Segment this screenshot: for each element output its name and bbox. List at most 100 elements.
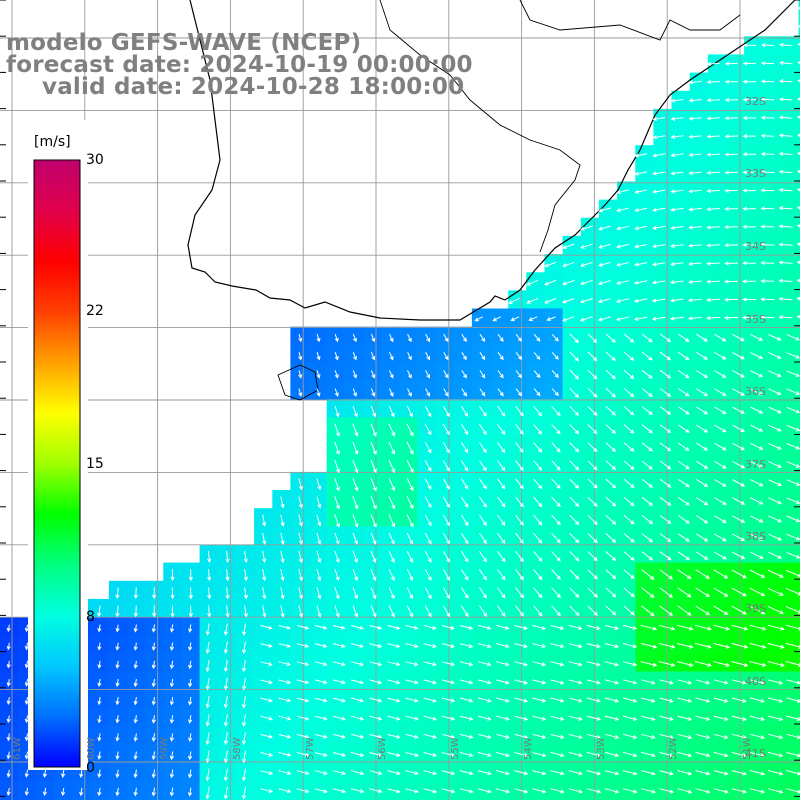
- colorbar-tick-8: 8: [86, 609, 95, 625]
- wind-arrow: [551, 352, 559, 360]
- wind-arrow: [496, 550, 506, 563]
- wind-arrow: [477, 715, 492, 721]
- lon-label-51w: 51W: [742, 737, 753, 760]
- wind-cell: [798, 490, 800, 509]
- wind-arrow: [459, 770, 474, 776]
- wind-arrow: [706, 79, 720, 85]
- wind-arrow: [786, 679, 800, 685]
- wind-arrow: [641, 442, 653, 452]
- wind-arrow: [670, 225, 684, 230]
- wind-arrow: [423, 643, 437, 649]
- wind-arrow: [496, 697, 510, 703]
- wind-arrow: [514, 788, 529, 794]
- wind-arrow: [188, 624, 193, 633]
- wind-arrow: [760, 260, 775, 266]
- wind-arrow: [388, 496, 396, 510]
- wind-arrow: [334, 532, 340, 545]
- wind-cell: [798, 36, 800, 56]
- wind-cell: [272, 798, 292, 800]
- wind-arrow: [533, 514, 543, 526]
- wind-arrow: [706, 279, 720, 284]
- wind-arrow: [768, 533, 783, 541]
- wind-arrow: [533, 405, 543, 417]
- wind-arrow: [314, 733, 328, 739]
- wind-arrow: [732, 370, 745, 378]
- wind-arrow: [351, 733, 365, 739]
- wind-arrow: [515, 423, 524, 435]
- wind-arrow: [713, 715, 729, 721]
- valid-date: valid date: 2024-10-28 18:00:00: [42, 74, 465, 100]
- wind-cell: [744, 798, 763, 800]
- wind-arrow: [652, 171, 666, 176]
- wind-arrow: [742, 152, 757, 157]
- wind-arrow: [580, 261, 593, 268]
- wind-arrow: [532, 624, 547, 630]
- wind-arrow: [587, 442, 598, 453]
- wind-arrow: [332, 770, 347, 776]
- wind-arrow: [152, 587, 157, 600]
- wind-arrow: [316, 388, 321, 397]
- lon-label-59w: 59W: [159, 737, 170, 760]
- wind-arrow: [604, 733, 620, 740]
- wind-arrow: [604, 643, 619, 649]
- wind-arrow: [695, 624, 712, 631]
- wind-arrow: [225, 569, 230, 582]
- wind-arrow: [695, 733, 711, 740]
- wind-arrow: [352, 532, 358, 545]
- wind-arrow: [533, 550, 543, 562]
- wind-arrow: [568, 661, 583, 667]
- wind-arrow: [298, 478, 303, 491]
- wind-arrow: [443, 352, 449, 361]
- wind-arrow: [388, 587, 395, 600]
- wind-arrow: [151, 769, 156, 779]
- wind-arrow: [278, 661, 291, 667]
- wind-arrow: [676, 661, 694, 667]
- wind-arrow: [316, 514, 322, 527]
- wind-arrow: [677, 770, 693, 776]
- wind-arrow: [115, 587, 120, 599]
- wind-arrow: [768, 461, 782, 468]
- wind-arrow: [598, 261, 611, 267]
- wind-arrow: [749, 697, 766, 703]
- wind-arrow: [786, 388, 800, 396]
- wind-arrow: [133, 787, 138, 797]
- wind-arrow: [423, 752, 438, 757]
- wind-arrow: [225, 587, 230, 600]
- wind-arrow: [496, 770, 510, 776]
- wind-arrow: [314, 770, 328, 776]
- wind-arrow: [532, 788, 547, 794]
- wind-arrow: [133, 587, 138, 600]
- wind-arrow: [241, 786, 247, 800]
- wind-arrow: [768, 406, 782, 414]
- wind-arrow: [242, 641, 247, 655]
- wind-arrow: [388, 459, 396, 474]
- wind-cell: [798, 18, 800, 37]
- wind-arrow: [687, 316, 702, 321]
- wind-arrow: [479, 388, 486, 397]
- wind-cell: [780, 798, 800, 800]
- wind-arrow: [514, 643, 528, 649]
- wind-arrow: [405, 733, 419, 739]
- wind-arrow: [659, 733, 674, 740]
- wind-arrow: [205, 641, 210, 654]
- wind-arrow: [677, 369, 690, 379]
- wind-arrow: [443, 333, 449, 343]
- wind-arrow: [280, 605, 285, 618]
- wind-arrow: [750, 460, 764, 469]
- wind-arrow: [551, 460, 561, 471]
- wind-arrow: [688, 98, 702, 103]
- wind-arrow: [369, 752, 383, 757]
- wind-arrow: [706, 98, 720, 103]
- lon-label-52w: 52W: [668, 737, 679, 760]
- wind-arrow: [459, 661, 474, 667]
- wind-arrow: [316, 333, 321, 343]
- wind-arrow: [713, 733, 729, 740]
- wind-arrow: [623, 333, 635, 343]
- wind-arrow: [706, 297, 720, 303]
- wind-arrow: [405, 679, 419, 685]
- wind-arrow: [497, 424, 506, 435]
- wind-arrow: [652, 280, 666, 285]
- wind-arrow: [225, 605, 230, 618]
